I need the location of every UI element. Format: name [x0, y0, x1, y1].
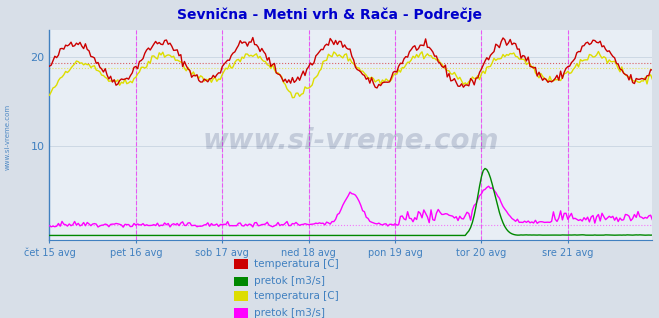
Text: www.si-vreme.com: www.si-vreme.com: [203, 128, 499, 156]
Text: temperatura [C]: temperatura [C]: [254, 291, 339, 301]
Text: www.si-vreme.com: www.si-vreme.com: [5, 104, 11, 170]
Text: temperatura [C]: temperatura [C]: [254, 259, 339, 269]
Text: Sevnična - Metni vrh & Rača - Podrečje: Sevnična - Metni vrh & Rača - Podrečje: [177, 8, 482, 23]
Text: pretok [m3/s]: pretok [m3/s]: [254, 308, 325, 318]
Text: pretok [m3/s]: pretok [m3/s]: [254, 276, 325, 287]
